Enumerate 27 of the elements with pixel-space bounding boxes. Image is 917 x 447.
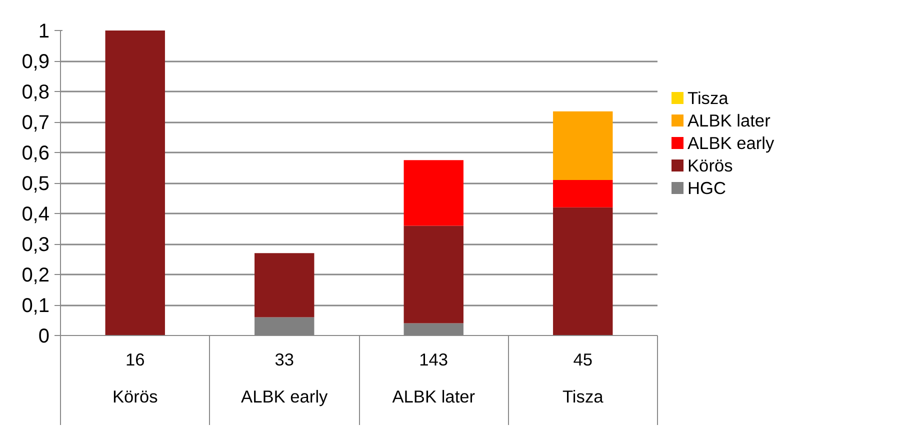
- category-label: 16 Körös: [112, 350, 158, 406]
- bar: [553, 207, 613, 336]
- category-label: 143 ALBK later: [392, 350, 476, 406]
- bar: [553, 111, 613, 180]
- y-tick-label: 0,6: [22, 142, 50, 164]
- y-tick-label: 0,5: [22, 173, 50, 195]
- y-tick-label: 0,7: [22, 112, 50, 134]
- legend-label: ALBK early: [688, 133, 775, 153]
- y-tick-label: 0: [38, 326, 50, 348]
- y-tick-label: 0,1: [22, 295, 50, 317]
- legend-label: HGC: [688, 178, 726, 198]
- y-tick-label: 0,3: [22, 234, 50, 256]
- bar: [404, 226, 464, 324]
- y-tick-label: 0,9: [22, 51, 50, 73]
- y-tick-label: 1: [38, 20, 50, 42]
- bar: [404, 160, 464, 226]
- legend-label: ALBK later: [688, 110, 771, 130]
- y-tick-label: 0,4: [22, 204, 50, 226]
- legend-label: Tisza: [688, 88, 729, 108]
- y-tick-label: 0,2: [22, 264, 50, 286]
- category-label: 33 ALBK early: [241, 350, 328, 406]
- bar: [553, 180, 613, 208]
- bar: [254, 253, 314, 318]
- bar: [105, 30, 165, 336]
- category-label: 45 Tisza: [562, 350, 604, 406]
- y-tick-label: 0,8: [22, 82, 50, 104]
- legend-label: Körös: [688, 156, 734, 176]
